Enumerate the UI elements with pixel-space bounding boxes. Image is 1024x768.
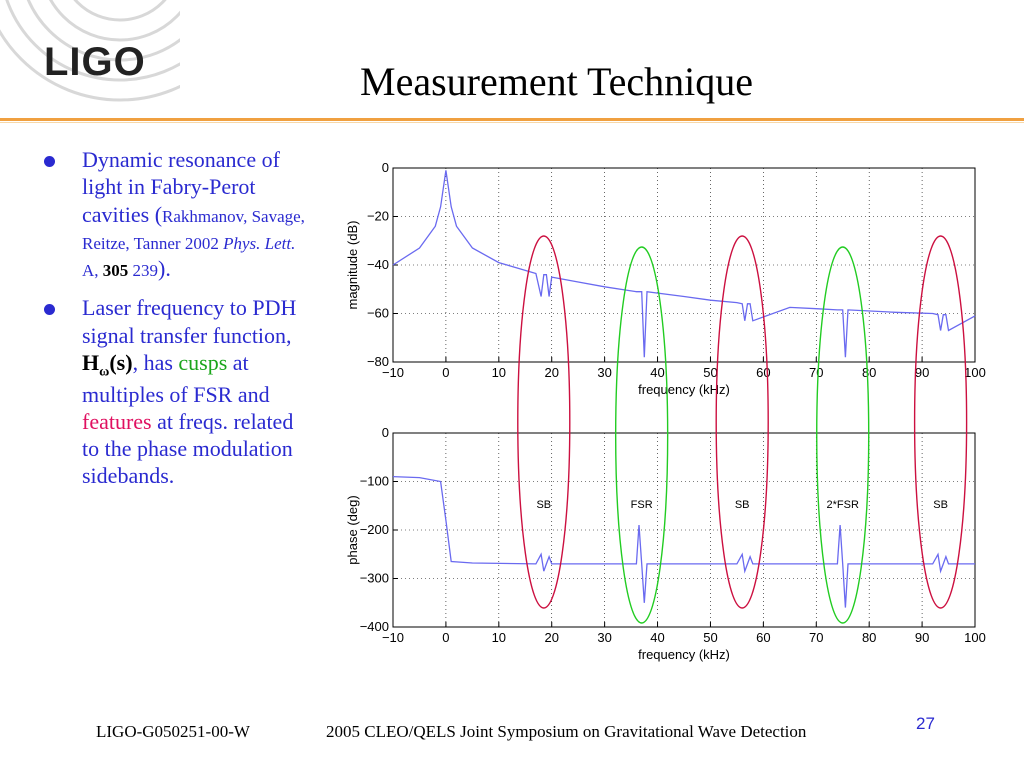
citation-volume: 305 bbox=[102, 261, 129, 281]
x-tick-label: −10 bbox=[382, 365, 404, 380]
footer-document-id: LIGO-G050251-00-W bbox=[96, 722, 250, 741]
y-tick-label: 0 bbox=[382, 425, 389, 440]
x-tick-label: 20 bbox=[544, 630, 558, 645]
transfer-function-args: (s) bbox=[109, 349, 133, 375]
annotation-label-sb: SB bbox=[735, 499, 750, 511]
x-tick-label: 100 bbox=[964, 365, 986, 380]
y-axis-label: magnitude (dB) bbox=[345, 221, 360, 310]
x-tick-label: 50 bbox=[703, 630, 717, 645]
sideband-highlight-ellipse bbox=[715, 235, 769, 609]
x-tick-label: 70 bbox=[809, 365, 823, 380]
x-tick-label: 30 bbox=[597, 630, 611, 645]
y-axis-label: phase (deg) bbox=[345, 495, 360, 564]
bullet-text: Dynamic resonance of light in Fabry-Pero… bbox=[82, 147, 280, 227]
x-tick-label: 80 bbox=[862, 365, 876, 380]
bullet-text: , has bbox=[132, 349, 179, 375]
fsr-highlight-ellipse bbox=[816, 246, 870, 624]
highlight-cusps: cusps bbox=[178, 349, 228, 375]
title-divider-shadow bbox=[0, 122, 1024, 123]
page-title: Measurement Technique bbox=[360, 59, 753, 104]
y-tick-label: −60 bbox=[367, 306, 389, 321]
x-tick-label: 40 bbox=[650, 630, 664, 645]
y-tick-label: −300 bbox=[360, 571, 389, 586]
annotation-label-sb: SB bbox=[536, 499, 551, 511]
transfer-function-subscript: ω bbox=[99, 364, 110, 380]
bullet-dot-icon bbox=[44, 304, 55, 316]
x-tick-label: 80 bbox=[862, 630, 876, 645]
x-tick-label: 20 bbox=[544, 365, 558, 380]
y-tick-label: 0 bbox=[382, 160, 389, 175]
x-tick-label: 30 bbox=[597, 365, 611, 380]
bode-plot-figure: −10 0 10 20 30 40 50 60 70 80 90 1000−20−40−60−80fr… bbox=[345, 160, 986, 662]
annotation-label-2xfsr: 2*FSR bbox=[827, 499, 859, 511]
y-tick-label: −80 bbox=[367, 354, 389, 369]
x-tick-label: 60 bbox=[756, 630, 770, 645]
bullet-dot-icon bbox=[44, 156, 55, 167]
bullet-text: at freqs. related to the phase modulatio… bbox=[82, 408, 294, 489]
citation-series: A, bbox=[82, 261, 103, 281]
plot-frame bbox=[392, 432, 976, 628]
annotation-label-fsr: FSR bbox=[631, 499, 653, 511]
x-axis-label: frequency (kHz) bbox=[638, 647, 730, 662]
x-tick-label: 50 bbox=[703, 365, 717, 380]
x-tick-label: 70 bbox=[809, 630, 823, 645]
bullet-text-end: ). bbox=[158, 256, 171, 282]
phase-series-line bbox=[392, 475, 975, 608]
sideband-highlight-ellipse bbox=[913, 235, 968, 609]
citation-journal: Phys. Lett. bbox=[223, 233, 296, 253]
x-tick-label: 0 bbox=[442, 365, 449, 380]
y-tick-label: −200 bbox=[360, 522, 389, 537]
x-tick-label: 40 bbox=[650, 365, 664, 380]
x-tick-label: 100 bbox=[964, 630, 986, 645]
sideband-highlight-ellipse bbox=[517, 235, 571, 609]
x-tick-label: 10 bbox=[492, 365, 506, 380]
title-divider bbox=[0, 118, 1024, 121]
highlight-features: features bbox=[82, 408, 152, 434]
ligo-logo: LIGO bbox=[44, 40, 146, 84]
bullet-text: at multiples of FSR and bbox=[82, 349, 270, 407]
x-axis-label: frequency (kHz) bbox=[638, 382, 730, 397]
y-tick-label: −400 bbox=[360, 619, 389, 634]
x-tick-label: 90 bbox=[915, 630, 929, 645]
y-tick-label: −20 bbox=[367, 209, 389, 224]
bullet-text: Laser frequency to PDH signal transfer f… bbox=[82, 295, 297, 348]
transfer-function-symbol: H bbox=[82, 349, 100, 375]
annotation-label-sb: SB bbox=[933, 499, 948, 511]
y-tick-label: −100 bbox=[360, 474, 389, 489]
magnitude-series-line bbox=[392, 170, 976, 358]
citation-authors: Rakhmanov, Savage, Reitze, Tanner 2002 bbox=[82, 206, 305, 253]
citation-page: 239 bbox=[128, 261, 159, 281]
plot-frame bbox=[392, 167, 976, 363]
x-tick-label: 90 bbox=[915, 365, 929, 380]
fsr-highlight-ellipse bbox=[614, 246, 669, 624]
bullet-list: Dynamic resonance of light in Fabry-Pero… bbox=[44, 146, 306, 502]
y-tick-label: −40 bbox=[367, 257, 389, 272]
logo-arcs-decoration bbox=[0, 0, 180, 102]
x-tick-label: 60 bbox=[756, 365, 770, 380]
x-tick-label: 0 bbox=[442, 630, 449, 645]
bullet-item-transfer-function: Laser frequency to PDH signal transfer f… bbox=[44, 294, 306, 489]
page-number: 27 bbox=[916, 714, 935, 733]
x-tick-label: 10 bbox=[492, 630, 506, 645]
bullet-item-dynamic-resonance: Dynamic resonance of light in Fabry-Pero… bbox=[44, 146, 306, 282]
footer-event: 2005 CLEO/QELS Joint Symposium on Gravit… bbox=[326, 722, 807, 741]
x-tick-label: −10 bbox=[382, 630, 404, 645]
